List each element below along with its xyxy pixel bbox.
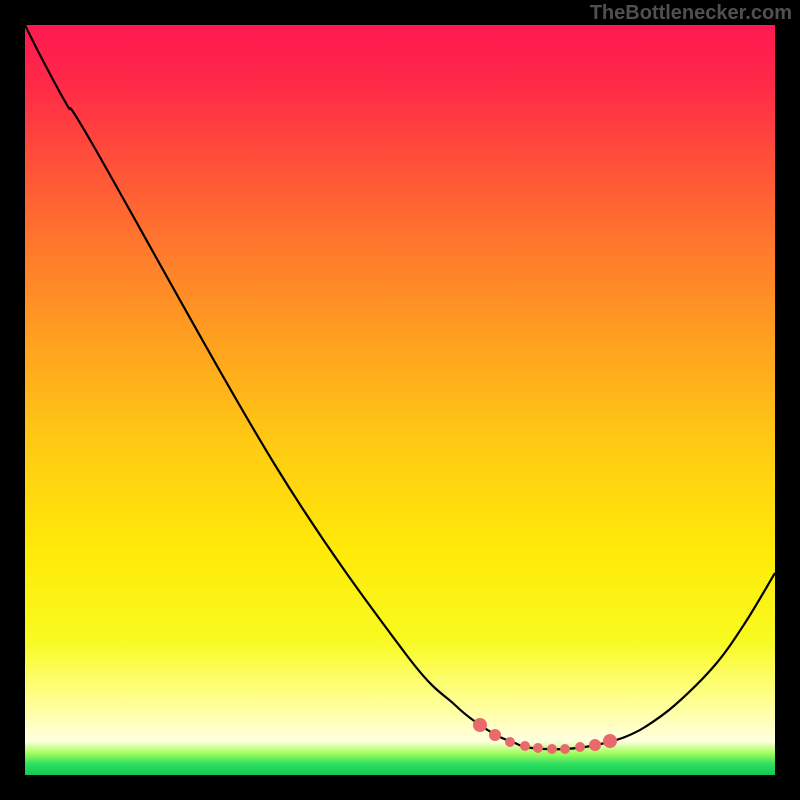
chart-plot-area bbox=[25, 25, 775, 775]
watermark-text: TheBottlenecker.com bbox=[590, 2, 792, 25]
accent-dot bbox=[547, 744, 557, 754]
chart-svg bbox=[25, 25, 775, 775]
accent-dot bbox=[603, 734, 617, 748]
accent-dot bbox=[520, 741, 530, 751]
accent-dot bbox=[575, 742, 585, 752]
accent-dot bbox=[533, 743, 543, 753]
accent-dot bbox=[589, 739, 601, 751]
accent-dot bbox=[560, 744, 570, 754]
chart-background bbox=[25, 25, 775, 775]
accent-dot bbox=[505, 737, 515, 747]
accent-dot bbox=[489, 729, 501, 741]
accent-dot bbox=[473, 718, 487, 732]
